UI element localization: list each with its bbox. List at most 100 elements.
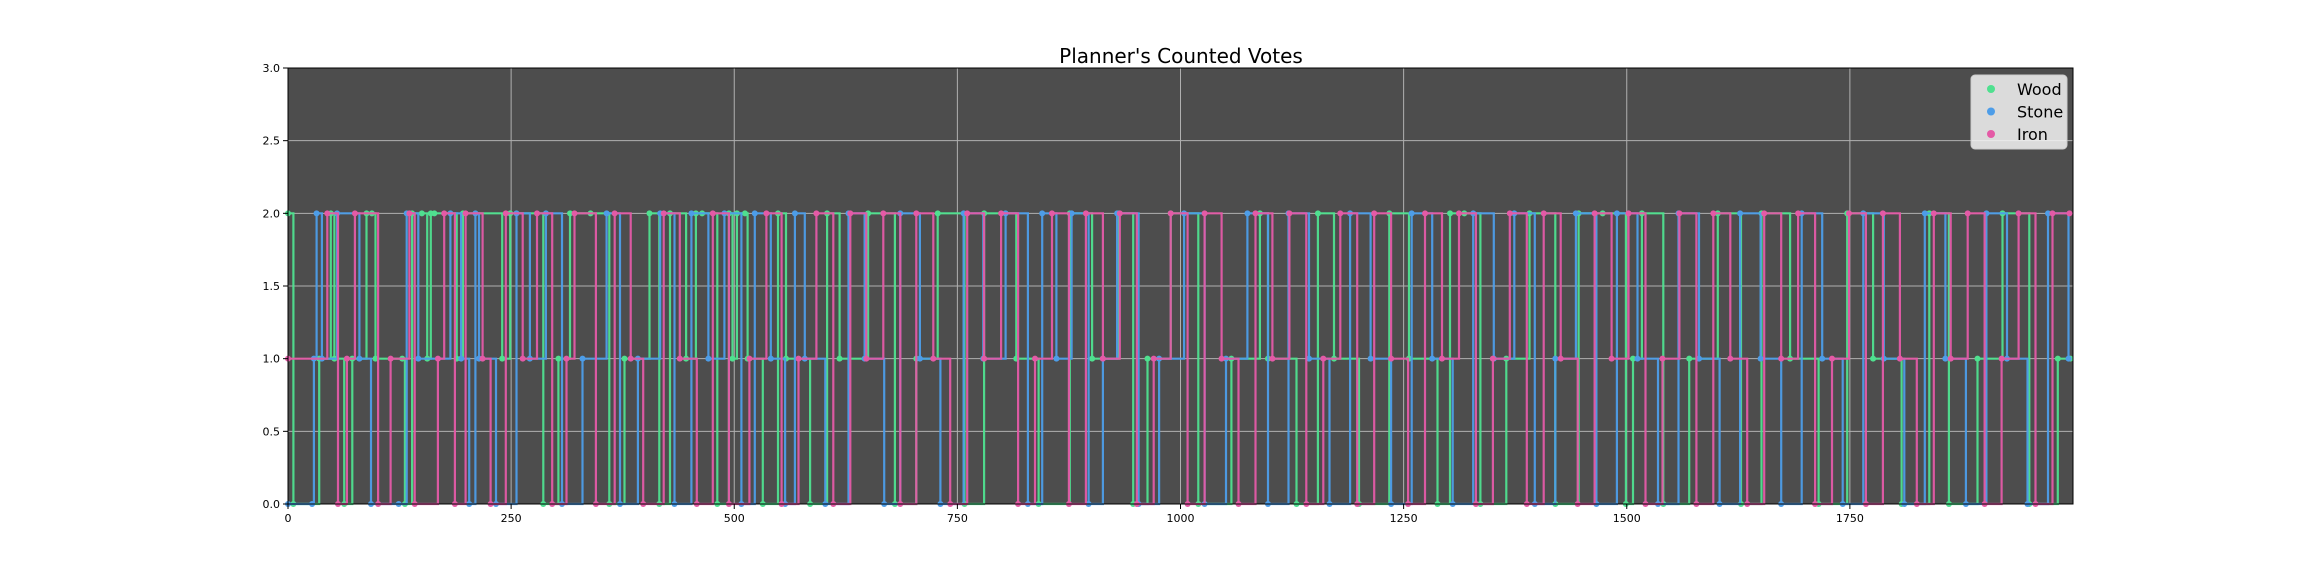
data-point [1082, 210, 1089, 217]
data-point [1167, 210, 1174, 217]
data-point [1455, 210, 1462, 217]
data-point [324, 210, 331, 217]
data-point [880, 210, 887, 217]
data-point [916, 355, 923, 362]
legend-marker-stone [1987, 107, 1995, 116]
data-point [458, 355, 465, 362]
data-point [1337, 210, 1344, 217]
data-point [534, 210, 541, 217]
data-point [519, 355, 526, 362]
y-tick-label: 1.5 [263, 280, 281, 293]
data-point [2015, 210, 2022, 217]
data-point [1439, 355, 1446, 362]
data-point [2049, 210, 2056, 217]
data-point [930, 355, 937, 362]
data-point [1506, 210, 1513, 217]
data-point [1947, 355, 1954, 362]
data-point [2066, 210, 2073, 217]
data-point [571, 210, 578, 217]
data-point [406, 210, 413, 217]
data-point [1447, 210, 1454, 217]
legend-label-wood: Wood [2017, 80, 2062, 99]
y-tick-label: 0.0 [263, 498, 281, 511]
data-point [981, 355, 988, 362]
legend-marker-iron [1987, 130, 1995, 138]
data-point [1625, 210, 1632, 217]
x-tick-label: 250 [501, 512, 522, 525]
data-point [387, 355, 394, 362]
data-point [1144, 355, 1151, 362]
data-point [1829, 355, 1836, 362]
data-point [627, 355, 634, 362]
data-point [1032, 355, 1039, 362]
data-point [1422, 210, 1429, 217]
data-point [688, 210, 695, 217]
data-point [2045, 210, 2052, 217]
data-point [418, 210, 425, 217]
legend: Wood Stone Iron [1970, 74, 2068, 150]
data-point [434, 355, 441, 362]
data-point [621, 355, 628, 362]
data-point [1757, 355, 1764, 362]
x-tick-label: 0 [285, 512, 292, 525]
data-point [415, 355, 422, 362]
data-point [1634, 355, 1641, 362]
data-point [555, 355, 562, 362]
data-point [847, 210, 854, 217]
chart-title: Planner's Counted Votes [1059, 44, 1303, 68]
x-tick-label: 500 [724, 512, 745, 525]
data-point [2054, 355, 2061, 362]
data-point [1116, 210, 1123, 217]
data-point [1591, 210, 1598, 217]
data-point [1879, 210, 1886, 217]
data-point [813, 210, 820, 217]
y-tick-label: 0.5 [263, 425, 281, 438]
data-point [1408, 210, 1415, 217]
data-point [1306, 355, 1313, 362]
data-point [660, 210, 667, 217]
data-point [913, 210, 920, 217]
data-point [1761, 210, 1768, 217]
data-point [1778, 355, 1785, 362]
data-point [863, 355, 870, 362]
data-point [763, 210, 770, 217]
data-point [1053, 355, 1060, 362]
data-point [1552, 355, 1559, 362]
data-point [729, 355, 736, 362]
x-tick-label: 1250 [1390, 512, 1418, 525]
data-point [502, 210, 509, 217]
data-point [1964, 210, 1971, 217]
data-point [741, 210, 748, 217]
data-point [1367, 355, 1374, 362]
data-point [767, 355, 774, 362]
data-point [964, 210, 971, 217]
data-point [1942, 355, 1949, 362]
y-tick-label: 2.0 [263, 207, 281, 220]
data-point [1201, 210, 1208, 217]
data-point [441, 210, 448, 217]
data-point [1314, 210, 1321, 217]
data-point [1150, 355, 1157, 362]
x-tick-label: 1000 [1167, 512, 1195, 525]
data-point [1845, 210, 1852, 217]
data-point [372, 355, 379, 362]
data-point [998, 210, 1005, 217]
data-point [676, 355, 683, 362]
data-point [1489, 355, 1496, 362]
y-tick-label: 2.5 [263, 135, 281, 148]
data-point [603, 210, 610, 217]
data-point [313, 210, 320, 217]
series-lines [285, 210, 2074, 507]
legend-box [1970, 74, 2068, 150]
data-point [431, 210, 438, 217]
data-point [1676, 210, 1683, 217]
data-point [1244, 210, 1251, 217]
data-point [1039, 210, 1046, 217]
data-point [1388, 355, 1395, 362]
legend-label-iron: Iron [2017, 125, 2048, 144]
x-tick-label: 1750 [1836, 512, 1864, 525]
data-point [462, 210, 469, 217]
data-point [1048, 210, 1055, 217]
data-point [1686, 355, 1693, 362]
data-point [646, 210, 653, 217]
